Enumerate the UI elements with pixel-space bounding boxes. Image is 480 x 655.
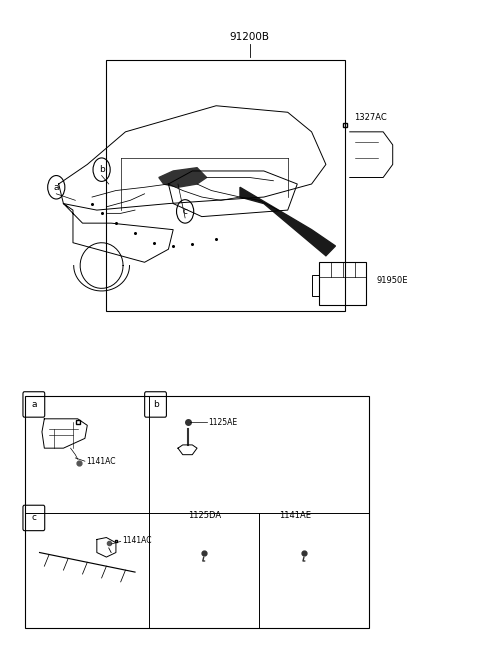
Text: 91950E: 91950E	[376, 276, 408, 285]
Bar	[312, 275, 319, 296]
Bar	[107, 60, 345, 311]
Text: 1125DA: 1125DA	[188, 512, 221, 521]
Text: a: a	[53, 183, 59, 192]
Text: 1327AC: 1327AC	[355, 113, 387, 122]
Text: 91200B: 91200B	[229, 32, 270, 42]
Text: b: b	[153, 400, 158, 409]
Text: c: c	[182, 207, 188, 216]
Bar	[319, 262, 366, 305]
Text: 1141AE: 1141AE	[279, 512, 311, 521]
Text: a: a	[31, 400, 36, 409]
Text: c: c	[31, 514, 36, 523]
Bar	[25, 396, 369, 627]
Polygon shape	[159, 168, 206, 187]
Polygon shape	[240, 187, 336, 255]
Text: 1125AE: 1125AE	[208, 418, 237, 426]
Text: 1141AC: 1141AC	[122, 536, 152, 545]
Text: b: b	[99, 165, 105, 174]
Text: 1141AC: 1141AC	[86, 457, 115, 466]
